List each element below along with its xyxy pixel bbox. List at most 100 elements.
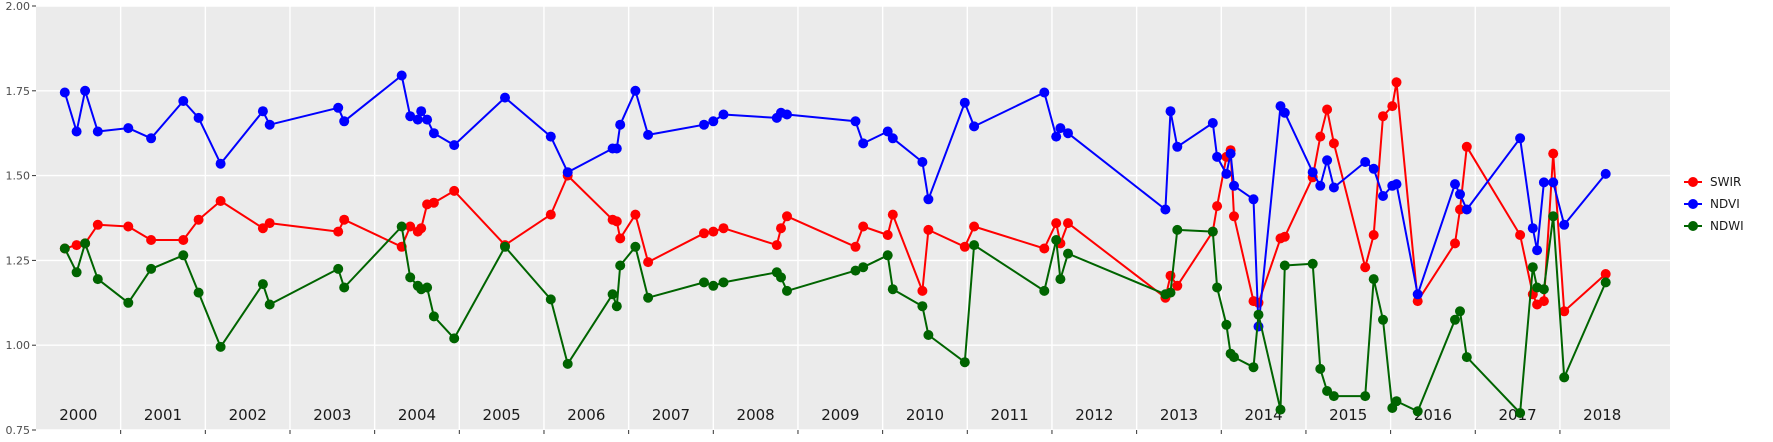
data-point-swir bbox=[428, 197, 439, 208]
data-point-ndwi bbox=[1307, 258, 1318, 269]
data-point-ndvi bbox=[1378, 191, 1388, 201]
data-point-ndvi bbox=[178, 96, 189, 106]
data-point-ndwi bbox=[257, 279, 268, 290]
data-point-ndwi bbox=[1322, 386, 1333, 396]
data-point-ndwi bbox=[1165, 287, 1176, 298]
data-point-ndwi bbox=[1515, 408, 1526, 418]
data-point-swir bbox=[1548, 148, 1559, 159]
data-point-ndwi bbox=[1548, 211, 1559, 222]
data-point-ndwi bbox=[630, 241, 641, 252]
data-point-ndvi bbox=[1307, 167, 1318, 178]
year-label: 2009 bbox=[821, 406, 859, 424]
data-point-swir bbox=[643, 257, 654, 268]
data-point-ndvi bbox=[917, 157, 928, 167]
data-point-ndwi bbox=[1368, 274, 1379, 285]
year-label: 2008 bbox=[737, 406, 775, 424]
data-point-swir bbox=[92, 219, 103, 230]
data-point-ndwi bbox=[449, 333, 460, 344]
data-point-ndwi bbox=[882, 250, 893, 261]
data-point-ndvi bbox=[959, 97, 970, 108]
data-point-swir bbox=[333, 226, 344, 237]
data-point-swir bbox=[1461, 141, 1472, 152]
data-point-ndvi bbox=[416, 106, 427, 117]
x-axis: 2000 2001 2002 2003 2004 2005 2006 2007 2008 2009… bbox=[59, 406, 1621, 434]
data-point-ndvi bbox=[1229, 180, 1239, 191]
data-point-ndwi bbox=[1253, 309, 1264, 320]
data-point-ndvi bbox=[333, 102, 344, 113]
data-point-ndwi bbox=[1207, 226, 1218, 237]
data-point-swir bbox=[630, 209, 641, 220]
legend-item-swir: SWIR bbox=[1684, 175, 1741, 189]
data-point-swir bbox=[1450, 238, 1460, 249]
y-tick-label: 1.00 bbox=[6, 339, 31, 352]
data-point-ndwi bbox=[215, 341, 226, 352]
data-point-swir bbox=[923, 224, 934, 235]
year-label: 2010 bbox=[906, 406, 944, 424]
year-label: 2004 bbox=[398, 406, 436, 424]
data-point-ndwi bbox=[1248, 362, 1259, 373]
data-point-ndvi bbox=[1055, 123, 1066, 134]
data-point-ndvi bbox=[850, 116, 861, 127]
data-point-ndvi bbox=[428, 128, 439, 139]
data-point-ndvi bbox=[1315, 180, 1326, 191]
data-point-swir bbox=[850, 241, 861, 252]
legend: SWIR NDVI NDWI bbox=[1684, 175, 1744, 233]
data-point-ndwi bbox=[1391, 396, 1402, 407]
data-point-swir bbox=[545, 209, 556, 220]
gridlines bbox=[36, 5, 1670, 431]
data-point-ndvi bbox=[1461, 204, 1472, 215]
legend-key-point bbox=[1688, 199, 1698, 209]
data-point-ndvi bbox=[1063, 128, 1073, 139]
data-point-swir bbox=[1559, 306, 1570, 317]
year-label: 2011 bbox=[991, 406, 1029, 424]
data-point-ndwi bbox=[339, 282, 350, 293]
data-point-ndvi bbox=[193, 112, 204, 123]
data-point-swir bbox=[1229, 211, 1239, 222]
year-label: 2003 bbox=[313, 406, 351, 424]
data-point-swir bbox=[178, 235, 189, 245]
data-point-ndvi bbox=[405, 111, 416, 122]
data-point-ndwi bbox=[422, 282, 433, 293]
y-tick-label: 2.00 bbox=[6, 0, 31, 13]
data-point-ndvi bbox=[969, 121, 980, 132]
data-point-ndvi bbox=[1322, 155, 1333, 166]
series-ndwi bbox=[59, 211, 1611, 418]
data-point-swir bbox=[339, 214, 350, 225]
data-point-ndvi bbox=[1039, 87, 1050, 98]
data-point-swir bbox=[123, 221, 134, 232]
data-point-ndwi bbox=[782, 285, 792, 296]
data-point-ndwi bbox=[1461, 352, 1472, 363]
data-point-swir bbox=[776, 223, 786, 234]
data-point-swir bbox=[1172, 280, 1183, 291]
data-point-ndvi bbox=[396, 70, 407, 81]
data-point-ndwi bbox=[193, 287, 204, 298]
data-point-ndvi bbox=[699, 119, 709, 130]
data-point-ndwi bbox=[1527, 262, 1538, 273]
data-point-ndvi bbox=[1207, 118, 1218, 128]
data-point-swir bbox=[1165, 270, 1176, 281]
y-axis: 0.75 1.00 1.25 1.50 1.75 2.00 bbox=[6, 0, 36, 437]
data-point-ndwi bbox=[969, 240, 980, 251]
legend-key-point bbox=[1688, 221, 1698, 231]
data-point-ndvi bbox=[718, 109, 729, 120]
data-point-swir bbox=[969, 221, 980, 232]
legend-label: SWIR bbox=[1710, 175, 1741, 189]
data-point-ndwi bbox=[264, 299, 275, 310]
year-label: 2000 bbox=[59, 406, 97, 424]
data-point-ndvi bbox=[643, 129, 654, 140]
data-point-ndvi bbox=[630, 85, 641, 96]
data-point-ndwi bbox=[776, 272, 786, 283]
data-point-swir bbox=[193, 214, 204, 225]
data-point-swir bbox=[71, 240, 82, 251]
data-point-ndwi bbox=[500, 241, 510, 252]
y-tick-label: 1.25 bbox=[6, 254, 31, 267]
data-point-ndvi bbox=[615, 119, 626, 130]
data-point-ndwi bbox=[923, 330, 934, 340]
data-point-ndvi bbox=[887, 133, 898, 144]
data-point-ndvi bbox=[1225, 148, 1236, 159]
data-point-ndwi bbox=[1212, 282, 1223, 293]
data-point-ndwi bbox=[92, 274, 103, 285]
data-point-ndvi bbox=[92, 126, 103, 137]
data-point-ndvi bbox=[1450, 179, 1460, 190]
data-point-ndvi bbox=[80, 85, 91, 96]
